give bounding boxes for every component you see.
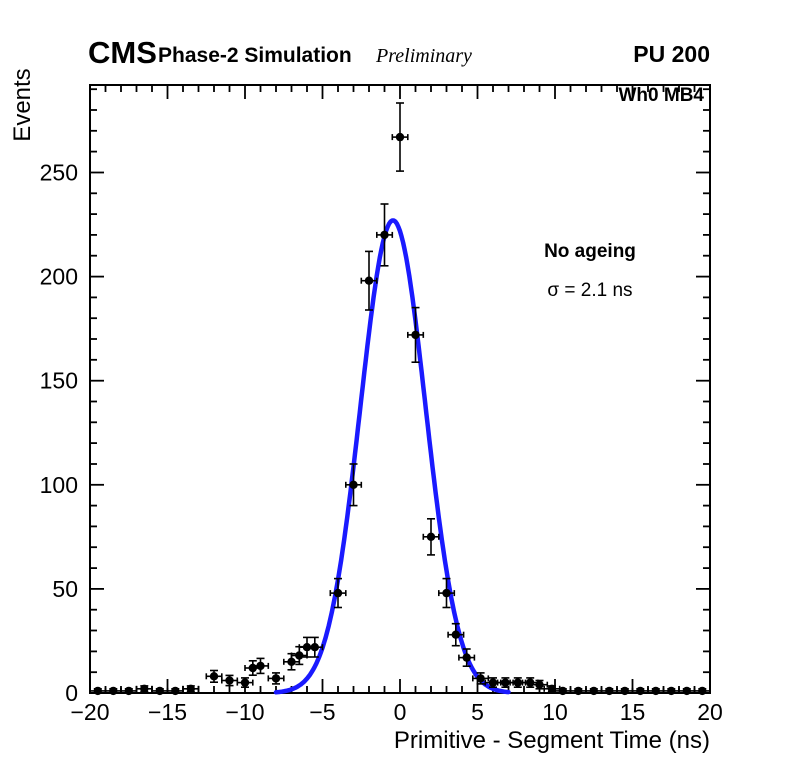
data-point-marker xyxy=(526,678,535,687)
data-point-marker xyxy=(240,678,250,687)
data-point-marker xyxy=(186,684,195,693)
data-point-marker xyxy=(171,686,180,696)
data-point-marker xyxy=(93,686,103,696)
region-label: Wh0 MB4 xyxy=(619,85,705,106)
data-point-marker xyxy=(620,686,629,696)
data-point-marker xyxy=(558,686,567,696)
y-tick-label: 100 xyxy=(40,472,78,498)
x-tick-label: 5 xyxy=(471,699,484,725)
data-point-marker xyxy=(140,684,149,693)
fit-curve xyxy=(273,218,511,695)
data-point-marker xyxy=(574,686,583,696)
data-point-marker xyxy=(535,680,544,689)
data-point-marker xyxy=(462,653,471,662)
data-point-marker xyxy=(667,686,676,696)
data-point-marker xyxy=(513,678,522,687)
annotation-sigma: σ = 2.1 ns xyxy=(547,280,632,301)
data-point-marker xyxy=(476,674,485,683)
x-tick-label: 15 xyxy=(620,699,646,725)
x-tick-label: 20 xyxy=(697,699,723,725)
data-point-marker xyxy=(605,686,614,696)
data-point-marker xyxy=(225,676,234,685)
x-tick-label: 10 xyxy=(542,699,568,725)
data-point-marker xyxy=(636,686,645,696)
data-point-marker xyxy=(442,588,451,598)
data-point-marker xyxy=(310,643,319,652)
x-tick-label: −15 xyxy=(148,699,187,725)
data-point-marker xyxy=(651,686,660,696)
pileup-label: PU 200 xyxy=(633,41,710,67)
data-point-marker xyxy=(451,630,460,639)
y-tick-label: 250 xyxy=(40,160,78,186)
subtitle-label: Phase-2 Simulation xyxy=(158,44,352,67)
data-point-marker xyxy=(426,532,436,541)
data-point-marker xyxy=(256,661,265,671)
data-point-marker xyxy=(682,686,691,696)
data-point-marker xyxy=(124,686,133,696)
data-point-marker xyxy=(547,684,557,693)
data-point-marker xyxy=(349,480,358,489)
data-point-marker xyxy=(364,276,374,285)
data-point-marker xyxy=(155,686,164,696)
x-tick-label: −10 xyxy=(225,699,264,725)
data-point-marker xyxy=(380,230,389,240)
data-point-marker xyxy=(333,588,343,598)
experiment-label: CMS xyxy=(88,35,157,70)
data-point-marker xyxy=(109,686,118,696)
annotation-ageing: No ageing xyxy=(544,241,636,262)
x-tick-label: −5 xyxy=(309,699,335,725)
data-point-marker xyxy=(589,686,598,696)
y-tick-label: 0 xyxy=(65,680,78,706)
data-point-marker xyxy=(501,678,510,687)
data-point-marker xyxy=(295,651,304,660)
data-point-marker xyxy=(411,330,420,340)
x-axis-title: Primitive - Segment Time (ns) xyxy=(394,727,710,754)
data-point-marker xyxy=(209,672,219,681)
y-axis-title: Events xyxy=(9,68,36,141)
preliminary-label: Preliminary xyxy=(375,45,472,67)
x-tick-label: 0 xyxy=(394,699,407,725)
y-tick-label: 150 xyxy=(40,368,78,394)
y-tick-label: 200 xyxy=(40,264,78,290)
data-point-marker xyxy=(271,674,281,683)
data-point-marker xyxy=(395,132,405,142)
data-point-marker xyxy=(287,657,296,666)
plot-frame xyxy=(89,84,711,694)
data-point-marker xyxy=(698,686,707,696)
y-tick-label: 50 xyxy=(52,576,78,602)
x-tick-label: −20 xyxy=(70,699,109,725)
data-point-marker xyxy=(488,678,498,687)
